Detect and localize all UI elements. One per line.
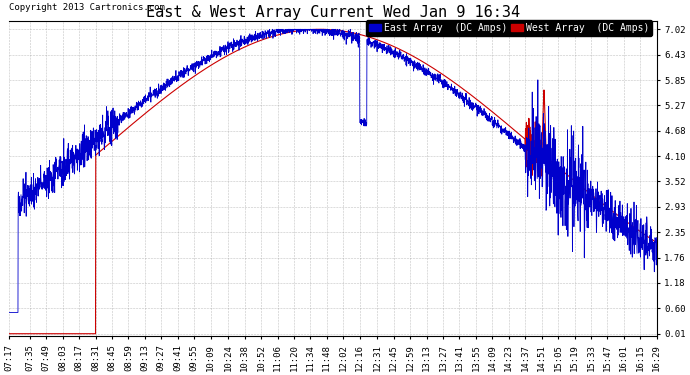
Title: East & West Array Current Wed Jan 9 16:34: East & West Array Current Wed Jan 9 16:3… [146,5,520,20]
Legend: East Array  (DC Amps), West Array  (DC Amps): East Array (DC Amps), West Array (DC Amp… [366,20,652,36]
Text: Copyright 2013 Cartronics.com: Copyright 2013 Cartronics.com [9,3,164,12]
